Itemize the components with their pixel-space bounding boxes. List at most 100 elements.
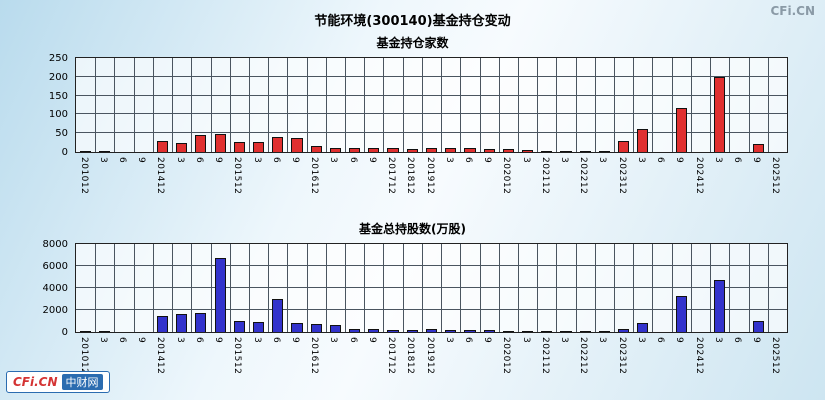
x-tick-label: 3: [443, 337, 454, 344]
vertical-gridline: [95, 58, 97, 152]
x-tick-label: 3: [174, 157, 185, 164]
x-tick-label: 9: [289, 157, 300, 164]
vertical-gridline: [133, 244, 135, 332]
bar: [349, 328, 361, 332]
vertical-gridline: [191, 244, 193, 332]
vertical-gridline: [268, 58, 270, 152]
bar: [99, 150, 111, 152]
bar: [80, 330, 92, 332]
chart-title-fund-holders: 基金持仓家数: [376, 36, 449, 50]
x-axis-labels: 201012 3 6 9 201412 3 6 9 201512 3 6 9 201612 3 6 9 2017…: [75, 153, 788, 201]
y-tick-label: 6000: [42, 261, 68, 272]
bar: [252, 322, 265, 332]
x-tick-label: 9: [482, 337, 493, 344]
vertical-gridline: [114, 58, 116, 152]
cfi-logo-site: 中财网: [61, 374, 103, 390]
bar: [560, 330, 572, 332]
x-tick-label: 6: [731, 157, 742, 164]
vertical-gridline: [575, 58, 577, 152]
vertical-gridline: [633, 58, 635, 152]
x-axis-labels: 201012 3 6 9 201412 3 6 9 201512 3 6 9 201612 3 6 9 2017…: [75, 333, 788, 381]
vertical-gridline: [172, 58, 174, 152]
y-tick-label: 4000: [42, 283, 68, 294]
vertical-gridline: [402, 58, 404, 152]
y-tick-label: 200: [48, 71, 68, 83]
x-tick-label: 9: [751, 337, 762, 344]
chart-title-fund-shares: 基金总持股数(万股): [359, 222, 466, 236]
bar: [752, 144, 764, 152]
bar: [252, 142, 265, 152]
vertical-gridline: [594, 58, 596, 152]
cfi-logo: CFi.CN 中财网: [6, 371, 110, 393]
horizontal-gridline: [76, 94, 787, 96]
vertical-gridline: [325, 58, 327, 152]
x-tick-label: 6: [347, 337, 358, 344]
vertical-gridline: [210, 244, 212, 332]
bar: [541, 150, 553, 152]
horizontal-gridline: [76, 75, 787, 77]
vertical-gridline: [114, 244, 116, 332]
vertical-gridline: [748, 244, 750, 332]
bar: [272, 136, 284, 152]
x-tick-label: 6: [731, 337, 742, 344]
x-tick-label: 201512: [232, 157, 243, 195]
bar: [176, 314, 188, 332]
horizontal-gridline: [76, 265, 787, 266]
vertical-gridline: [710, 244, 712, 332]
bar: [387, 148, 399, 152]
vertical-gridline: [345, 58, 347, 152]
x-tick-label: 201612: [309, 157, 320, 195]
x-tick-label: 9: [751, 157, 762, 164]
vertical-gridline: [498, 58, 500, 152]
y-tick-label: 8000: [42, 239, 68, 250]
horizontal-gridline: [76, 309, 787, 310]
bar: [598, 150, 610, 152]
vertical-gridline: [748, 58, 750, 152]
bar: [579, 330, 591, 332]
vertical-gridline: [671, 244, 673, 332]
vertical-gridline: [364, 244, 366, 332]
vertical-gridline: [671, 58, 673, 152]
bar: [310, 146, 322, 152]
x-tick-label: 6: [117, 157, 128, 164]
bar: [618, 140, 630, 152]
x-tick-label: 202212: [578, 157, 589, 195]
x-tick-label: 3: [559, 337, 569, 344]
x-tick-label: 201612: [309, 337, 320, 375]
x-tick-label: 3: [328, 337, 339, 344]
x-tick-label: 201012: [78, 157, 89, 195]
vertical-gridline: [306, 244, 308, 332]
y-tick-label: 50: [55, 128, 68, 140]
y-tick-label: 0: [61, 147, 68, 158]
x-tick-label: 3: [97, 337, 108, 344]
y-tick-label: 100: [48, 109, 68, 121]
vertical-gridline: [460, 244, 462, 332]
bar: [752, 321, 764, 332]
vertical-gridline: [421, 58, 423, 152]
bar: [156, 315, 169, 332]
cfi-watermark: CFi.CN: [770, 4, 815, 18]
vertical-gridline: [614, 244, 616, 332]
vertical-gridline: [479, 58, 481, 152]
y-tick-label: 150: [48, 90, 68, 102]
vertical-gridline: [325, 244, 327, 332]
bar: [406, 148, 418, 152]
x-tick-label: 3: [520, 157, 531, 164]
x-tick-label: 3: [251, 157, 262, 164]
cfi-logo-brand: CFi.CN: [13, 375, 58, 389]
vertical-gridline: [152, 244, 154, 332]
vertical-gridline: [441, 58, 443, 152]
bar: [176, 142, 188, 152]
y-tick-label: 0: [61, 327, 68, 338]
y-tick-label: 2000: [42, 305, 68, 316]
x-tick-label: 202512: [770, 337, 781, 375]
plot-area: [75, 57, 788, 153]
x-tick-label: 3: [712, 337, 723, 344]
bar: [368, 329, 380, 332]
vertical-gridline: [517, 58, 519, 152]
bar: [637, 128, 649, 152]
x-tick-label: 9: [136, 337, 147, 344]
vertical-gridline: [421, 244, 423, 332]
bar: [560, 150, 572, 152]
x-tick-label: 6: [270, 157, 281, 164]
